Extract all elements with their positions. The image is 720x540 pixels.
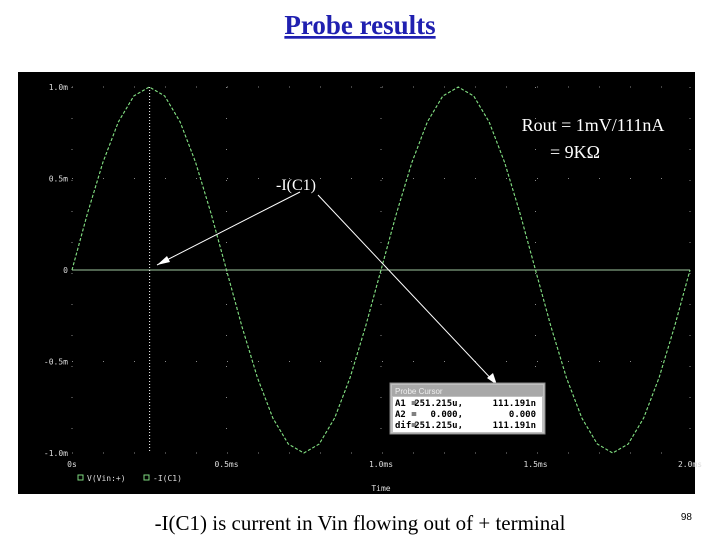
y-tick-label: -1.0m <box>44 449 68 458</box>
probe-cursor-titlebar <box>392 385 543 396</box>
x-tick-label: 1.0ms <box>369 460 393 469</box>
page-number: 98 <box>681 512 693 523</box>
plot-background <box>18 72 695 494</box>
probe-cursor-cell: 111.191n <box>493 399 536 409</box>
x-tick-label: 0s <box>67 460 77 469</box>
arrow <box>156 191 301 266</box>
annotation: -I(C1) <box>276 177 316 194</box>
x-tick-label: 2.0ms <box>678 460 702 469</box>
probe-cursor-cell: A2 = <box>395 410 417 420</box>
probe-cursor-cell: A1 = <box>395 399 417 409</box>
legend-marker <box>143 474 150 481</box>
y-tick-label: -0.5m <box>44 358 68 367</box>
probe-cursor-cell: 0.000, <box>430 410 463 420</box>
probe-cursor-body <box>393 397 542 432</box>
legend-label: -I(C1) <box>153 474 182 483</box>
arrow <box>317 194 498 386</box>
legend-marker <box>77 474 84 481</box>
x-axis-label: Time <box>371 484 390 493</box>
caption: -I(C1) is current in Vin flowing out of … <box>155 511 566 535</box>
annotation: = 9KΩ <box>550 142 600 162</box>
probe-cursor-cell: 0.000 <box>509 410 536 420</box>
probe-cursor-cell: 111.191n <box>493 421 536 431</box>
probe-cursor-title: Probe Cursor <box>395 387 443 396</box>
probe-cursor-cell: 251.215u, <box>414 399 463 409</box>
y-tick-label: 1.0m <box>49 83 68 92</box>
arrowhead <box>487 373 497 385</box>
annotation: Rout = 1mV/111nA <box>522 115 665 135</box>
x-tick-label: 1.5ms <box>523 460 547 469</box>
arrowhead <box>157 256 170 265</box>
series-line <box>71 86 691 454</box>
plot: -1.0m -0.5m 0 0.5m 1.0m 0s 0.5ms 1.0ms 1.5ms 2.0m… <box>44 83 702 493</box>
x-tick-label: 0.5ms <box>214 460 238 469</box>
probe-cursor-cell: 251.215u, <box>414 421 463 431</box>
legend-label: V(Vin:+) <box>87 474 126 483</box>
probe-cursor-cell: dif= <box>395 420 417 431</box>
y-tick-label: 0.5m <box>49 175 68 184</box>
y-tick-label: 0 <box>63 266 68 275</box>
title: Probe results <box>284 10 435 40</box>
